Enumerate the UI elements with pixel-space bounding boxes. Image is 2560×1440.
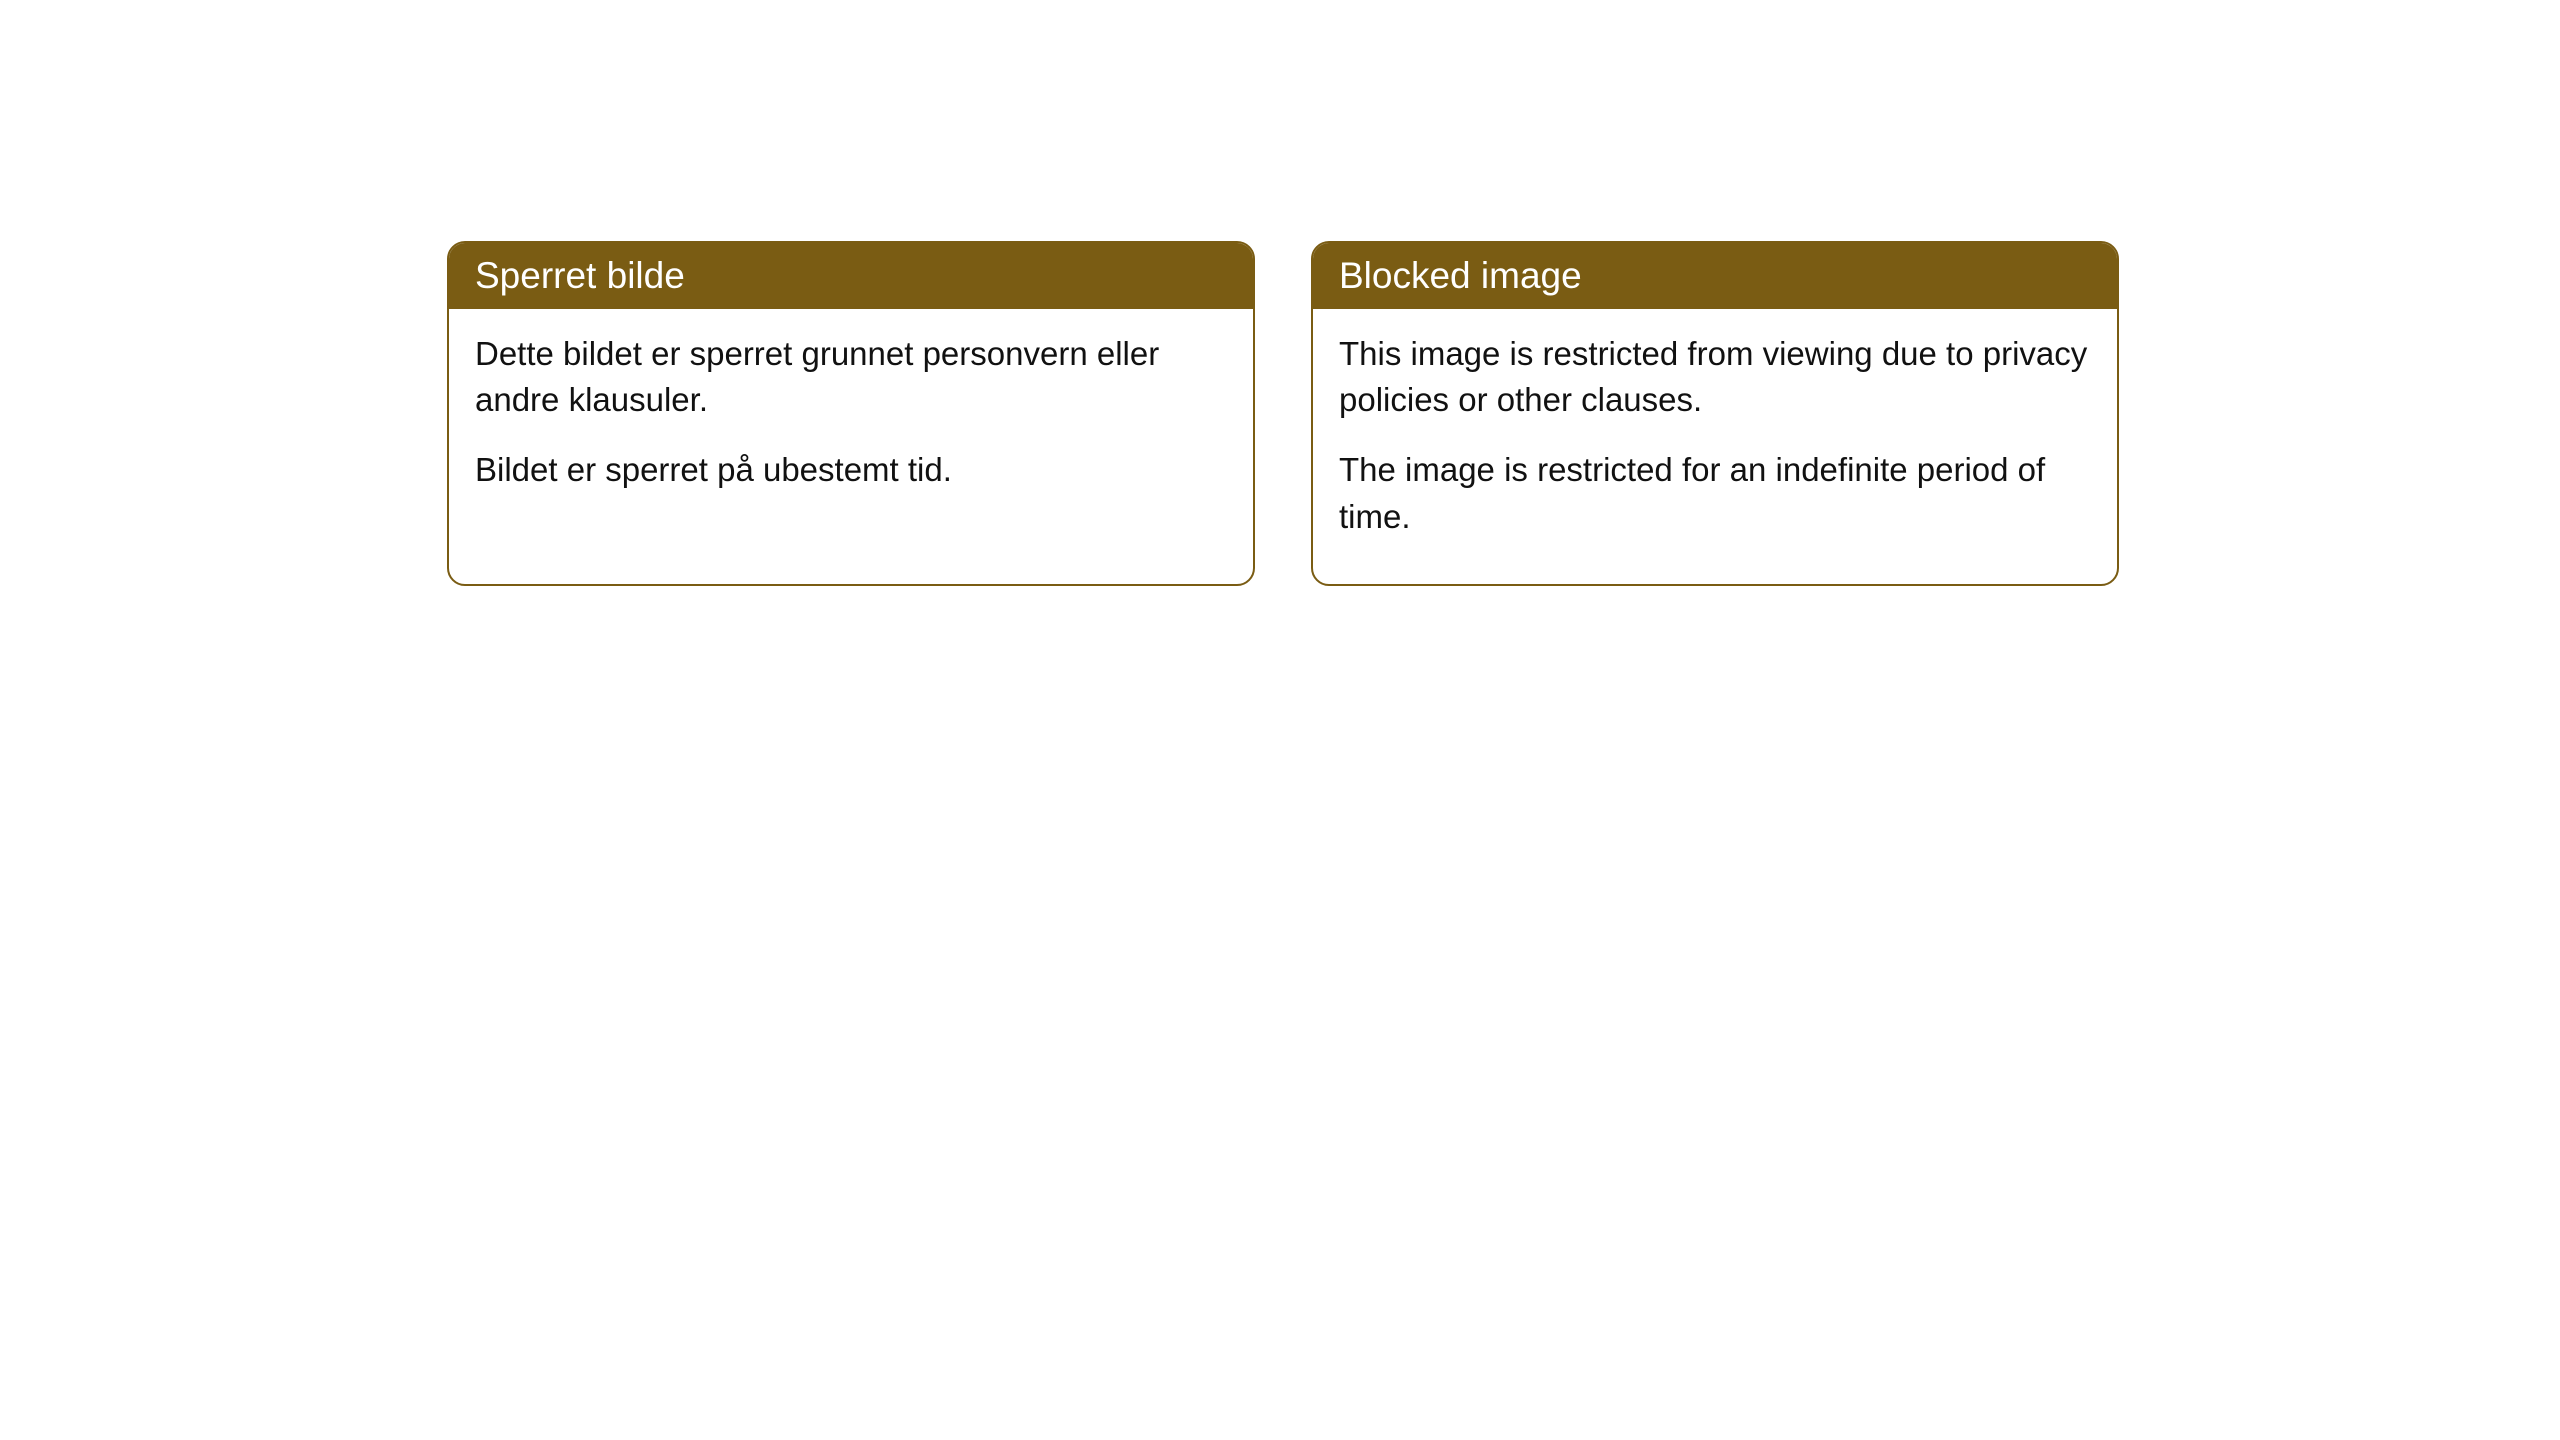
- card-header: Blocked image: [1313, 243, 2117, 309]
- card-paragraph: Dette bildet er sperret grunnet personve…: [475, 331, 1227, 423]
- card-header: Sperret bilde: [449, 243, 1253, 309]
- card-body: This image is restricted from viewing du…: [1313, 309, 2117, 584]
- card-title: Blocked image: [1339, 255, 1582, 296]
- notice-container: Sperret bilde Dette bildet er sperret gr…: [0, 0, 2560, 586]
- blocked-image-card-en: Blocked image This image is restricted f…: [1311, 241, 2119, 586]
- card-paragraph: The image is restricted for an indefinit…: [1339, 447, 2091, 539]
- card-title: Sperret bilde: [475, 255, 685, 296]
- card-paragraph: Bildet er sperret på ubestemt tid.: [475, 447, 1227, 493]
- card-paragraph: This image is restricted from viewing du…: [1339, 331, 2091, 423]
- blocked-image-card-no: Sperret bilde Dette bildet er sperret gr…: [447, 241, 1255, 586]
- card-body: Dette bildet er sperret grunnet personve…: [449, 309, 1253, 538]
